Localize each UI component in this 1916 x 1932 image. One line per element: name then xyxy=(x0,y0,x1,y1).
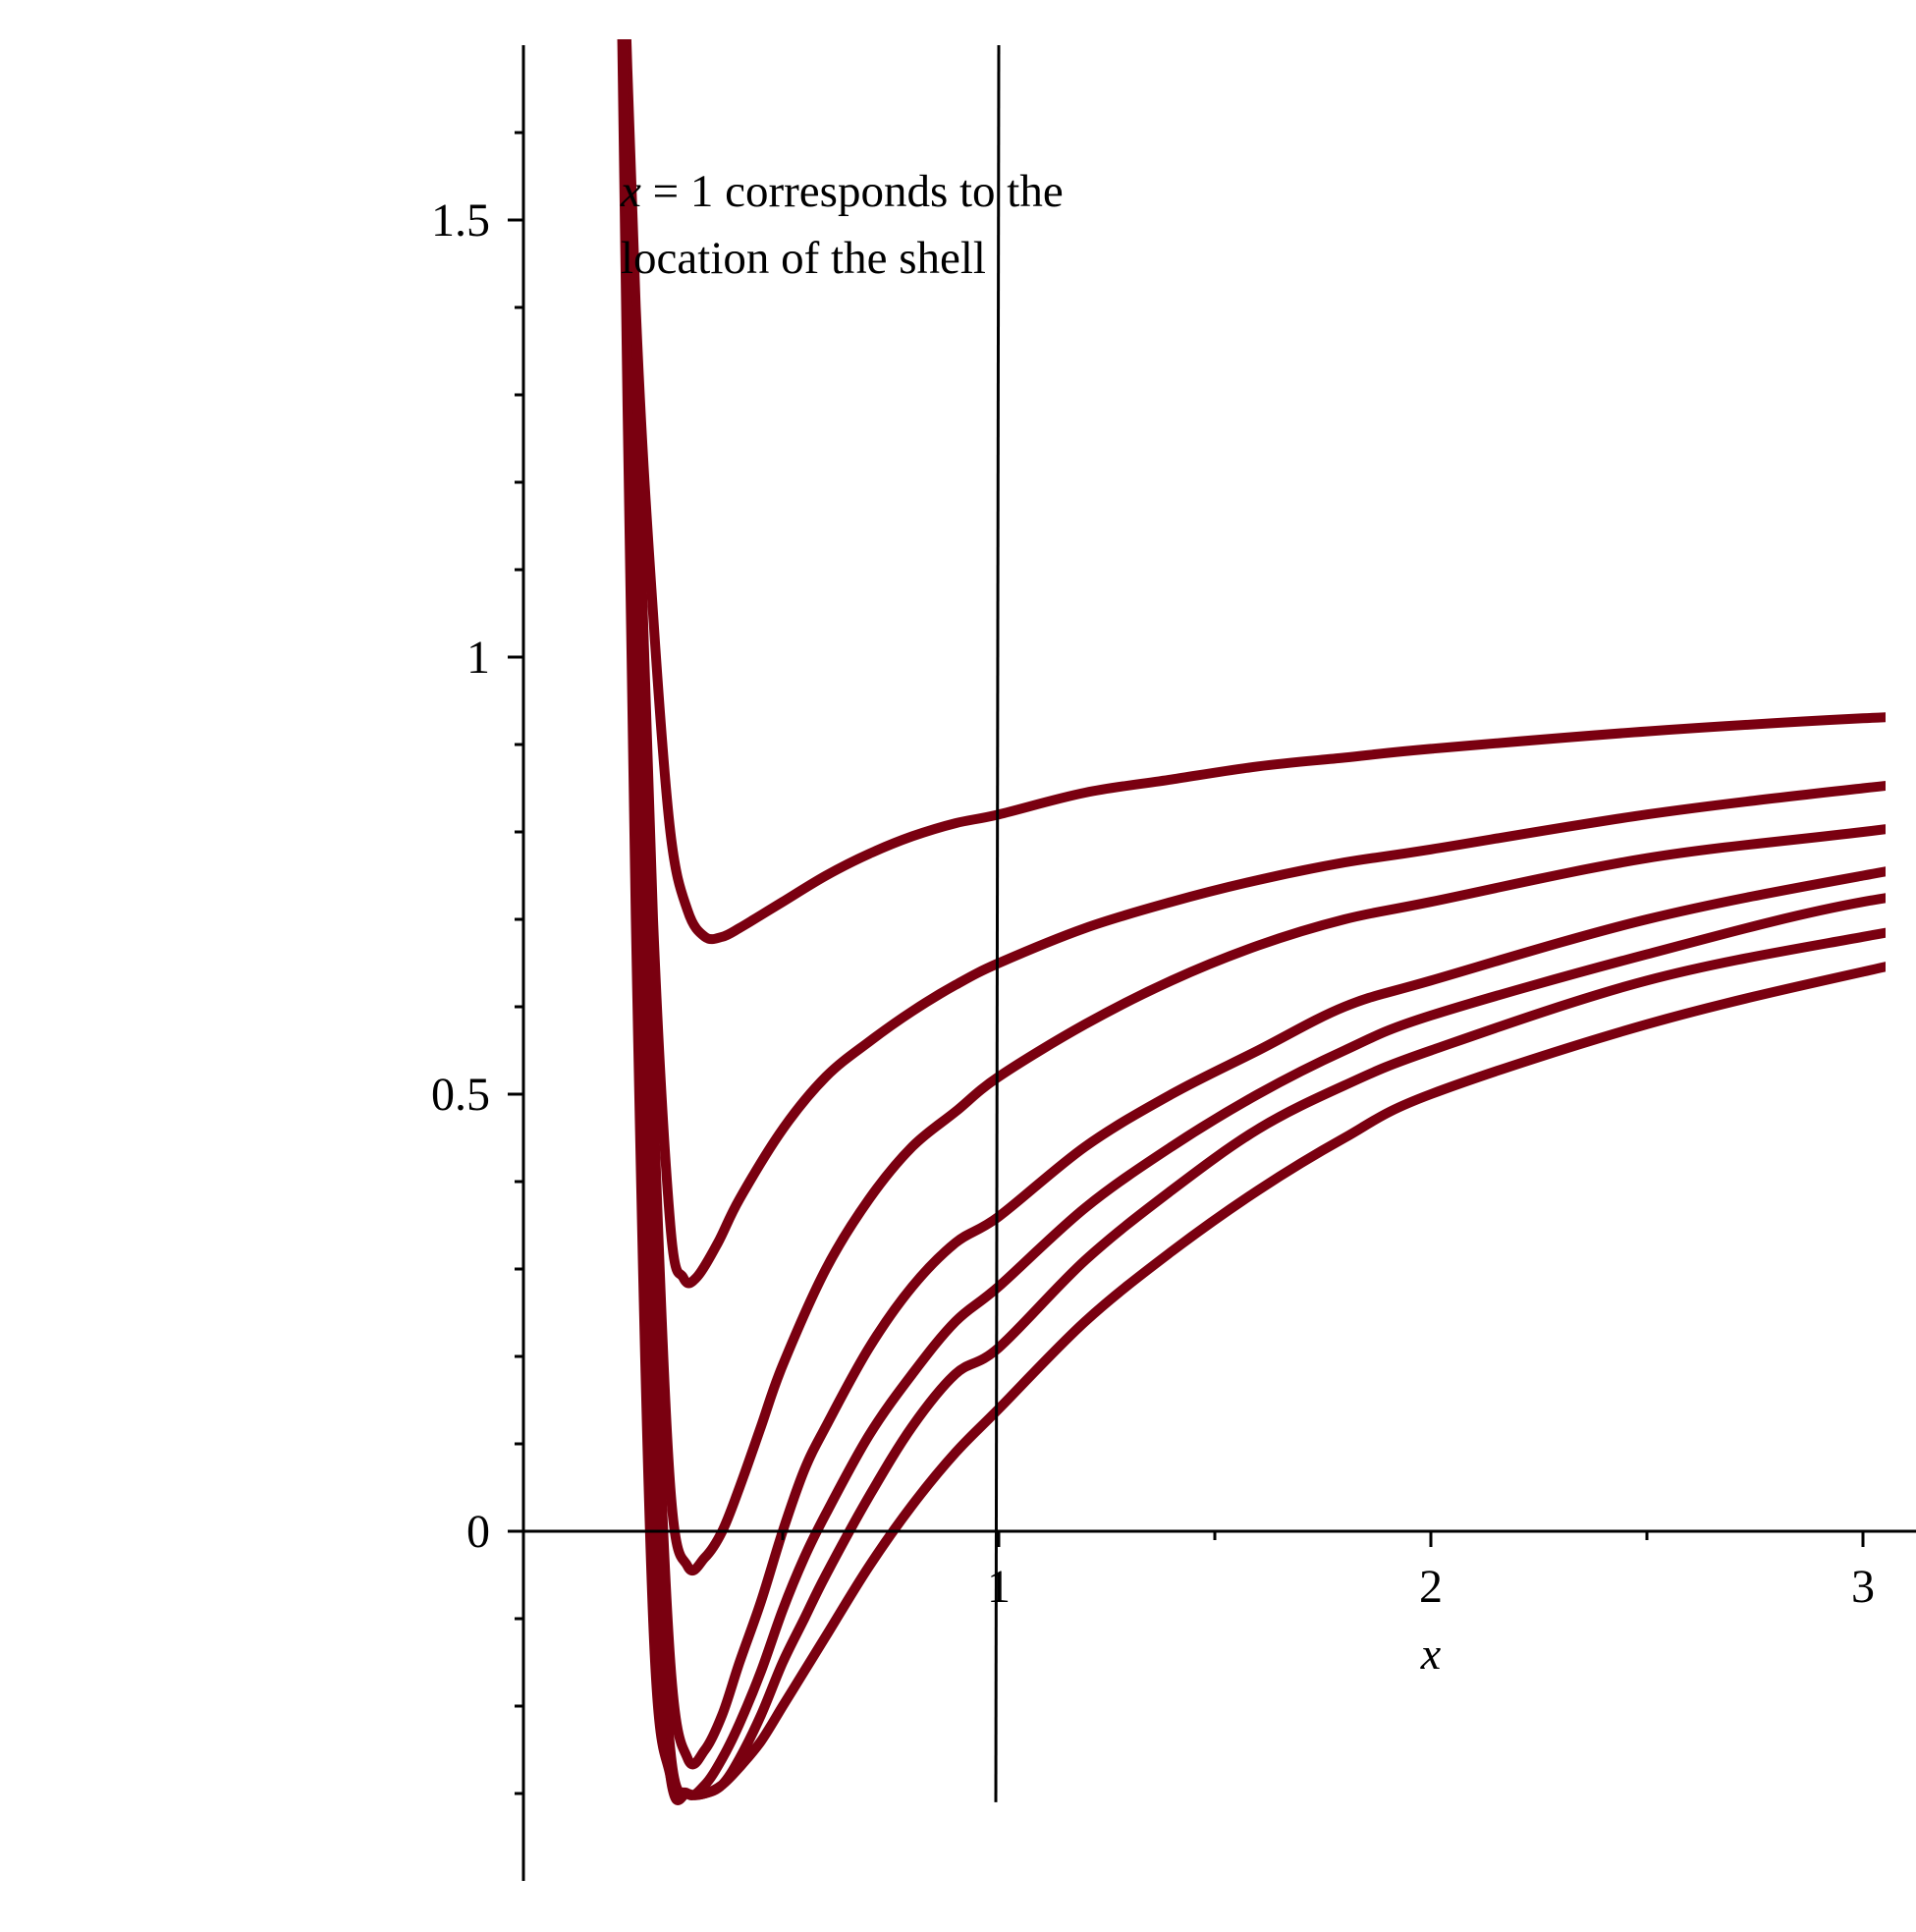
series-1-line xyxy=(621,39,1886,945)
shell-annotation-line-1: x = 1 corresponds to the xyxy=(620,166,1064,217)
x-tick-label: 2 xyxy=(1419,1561,1443,1613)
y-tick-label: 0.5 xyxy=(431,1069,490,1121)
series-group xyxy=(617,39,1886,1805)
y-tick-label: 0 xyxy=(466,1506,490,1558)
annotation-variable: x xyxy=(620,166,641,217)
axes xyxy=(508,44,1916,1881)
series-2-line xyxy=(620,39,1886,1289)
y-tick-label: 1.5 xyxy=(431,194,490,247)
shell-reference-line xyxy=(994,44,1001,1802)
y-tick-label: 1 xyxy=(466,632,490,684)
annotation-line-1-text: = 1 corresponds to the xyxy=(641,166,1064,217)
series-7-line xyxy=(617,39,1886,1800)
shell-annotation-line-2: location of the shell xyxy=(621,233,986,284)
x-axis-title: x xyxy=(1420,1628,1442,1679)
x-tick-label: 1 xyxy=(987,1561,1011,1613)
x-tick-label: 3 xyxy=(1851,1561,1875,1613)
tick-labels: 123400.511.5 xyxy=(431,194,1875,1613)
